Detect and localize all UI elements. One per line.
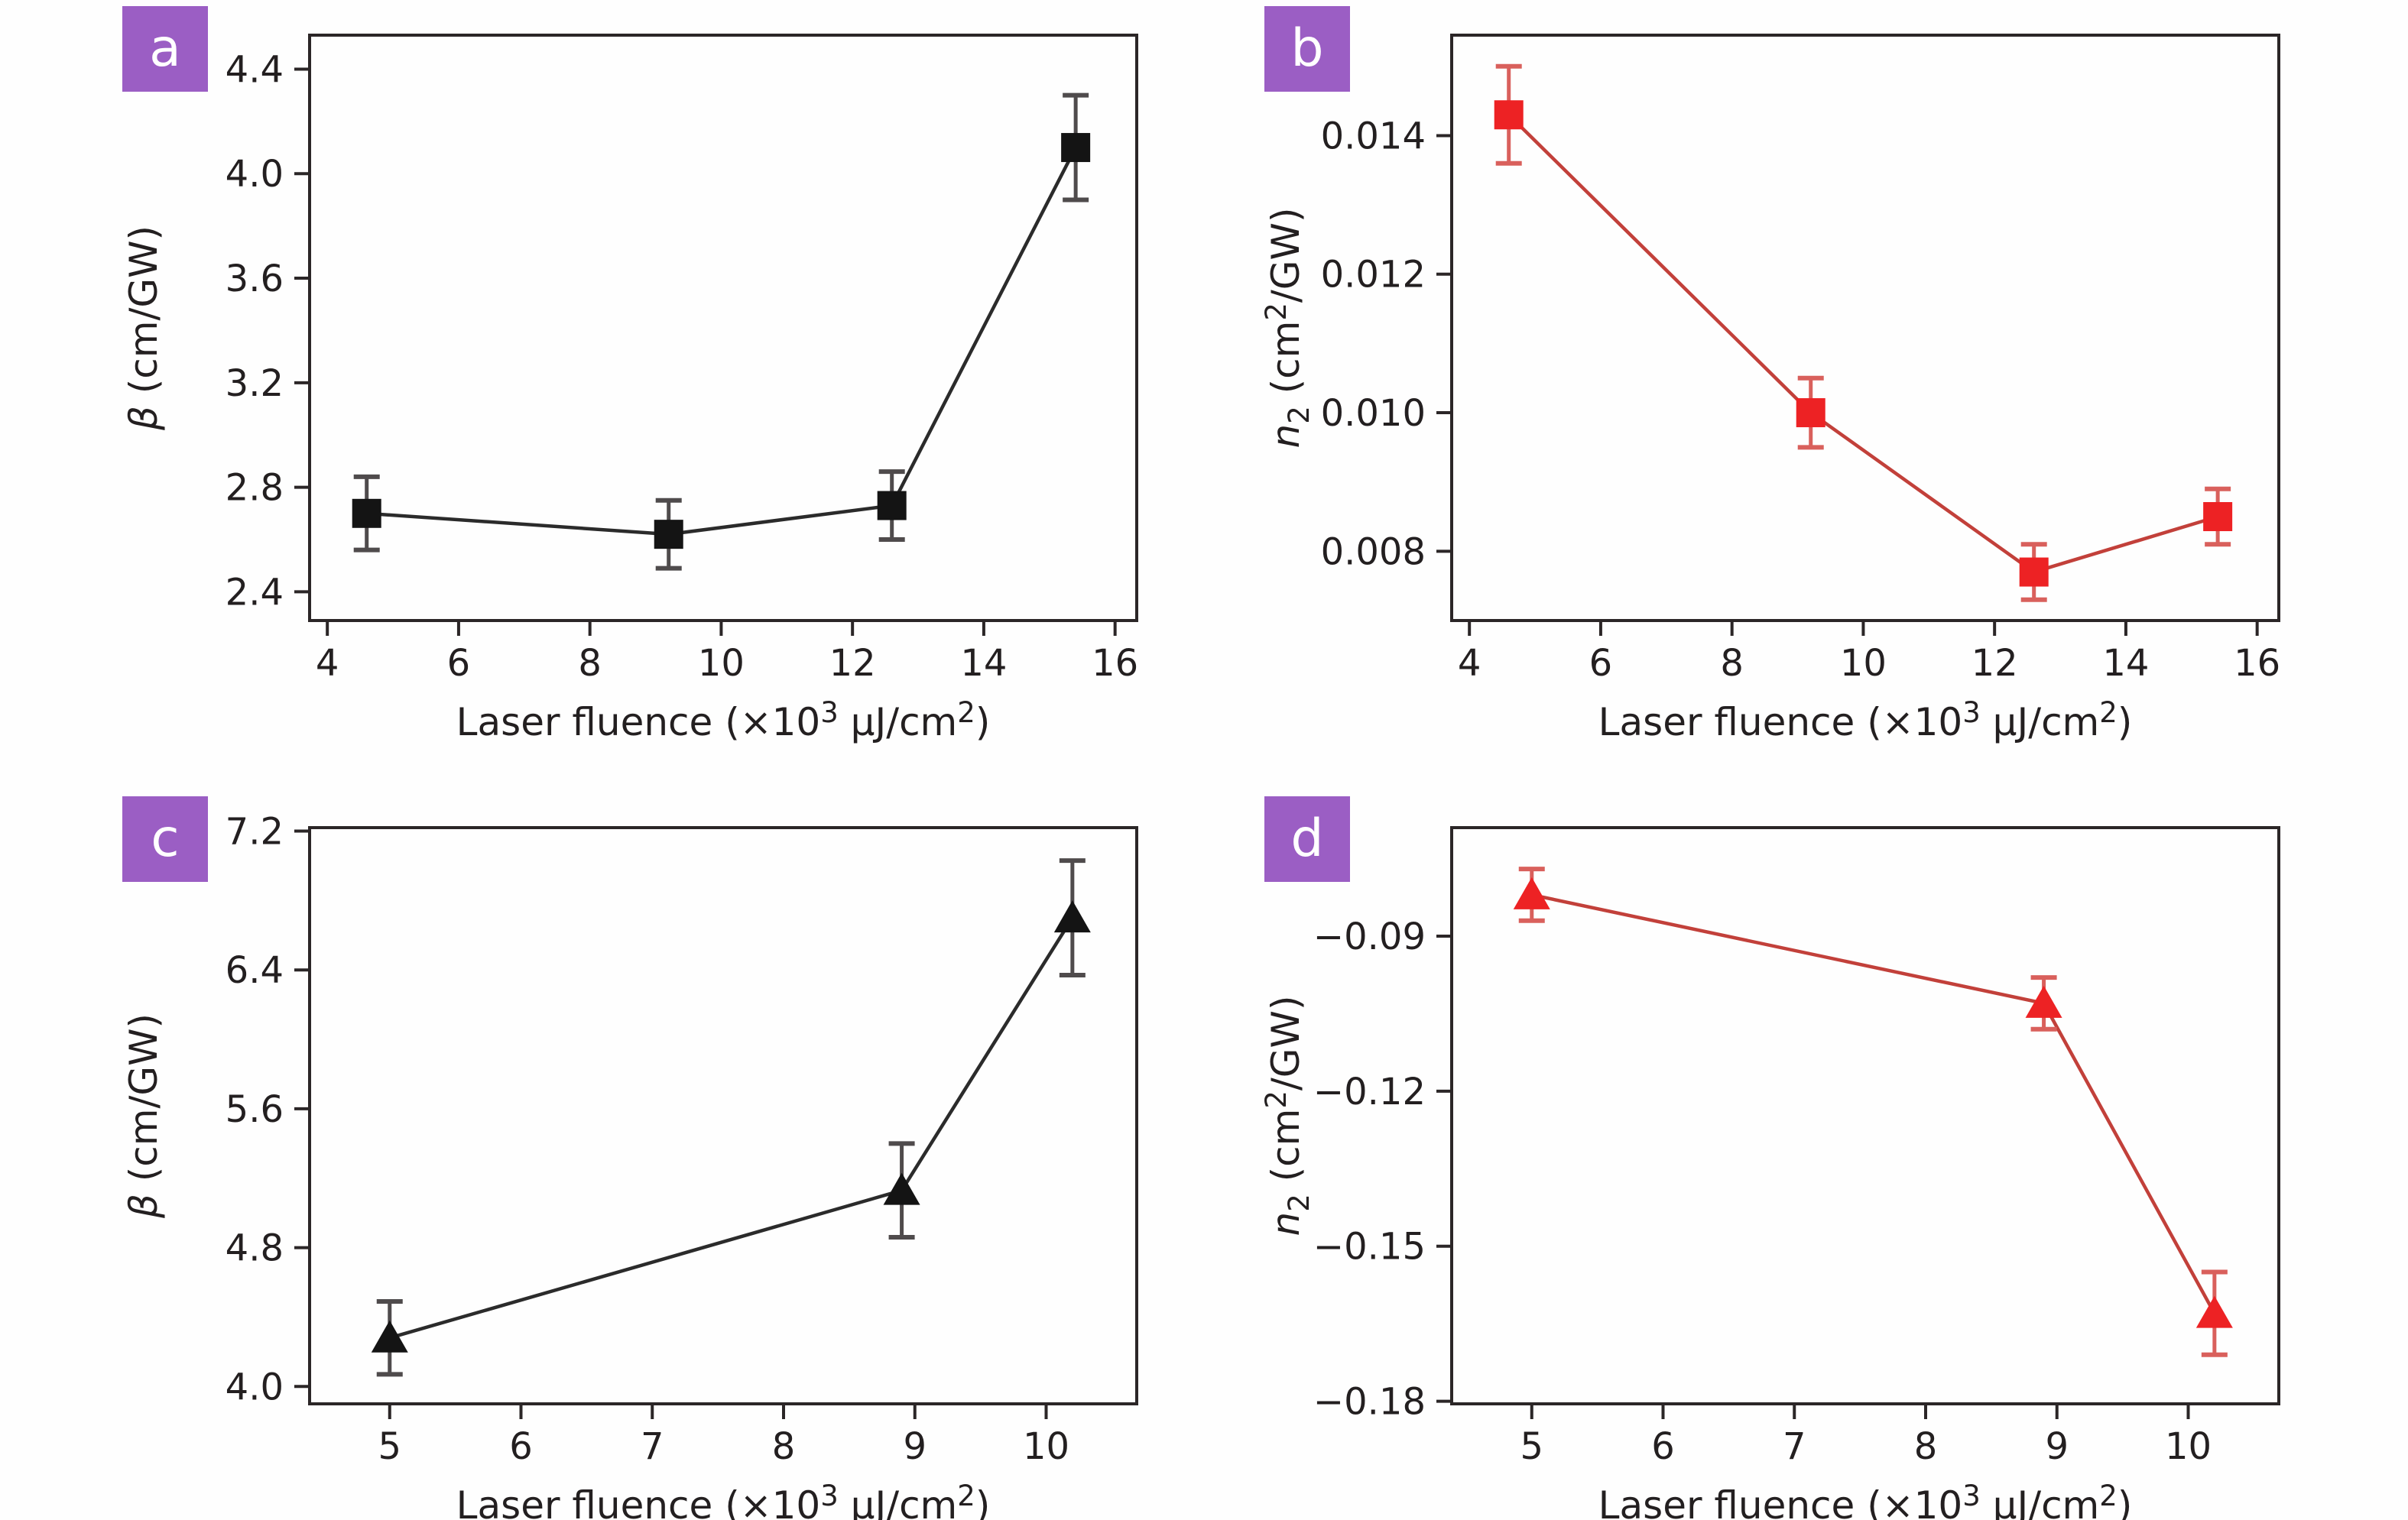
panel-label-c: c bbox=[122, 796, 208, 882]
svg-text:7.2: 7.2 bbox=[226, 811, 284, 854]
svg-text:6: 6 bbox=[1589, 642, 1613, 685]
svg-text:n2 (cm2/GW): n2 (cm2/GW) bbox=[1260, 996, 1316, 1236]
svg-text:10: 10 bbox=[2165, 1425, 2212, 1468]
svg-text:2.4: 2.4 bbox=[226, 571, 284, 614]
svg-text:5: 5 bbox=[378, 1425, 401, 1468]
svg-text:14: 14 bbox=[2102, 642, 2149, 685]
chart-panel-a: 4 6 8 10 12 14 16 2.4 2.8 3.2 3.6 4.0 4.4 Laser fluen… bbox=[122, 34, 1138, 744]
svg-text:5: 5 bbox=[1520, 1425, 1543, 1468]
svg-text:16: 16 bbox=[2234, 642, 2280, 685]
panel-label-d: d bbox=[1264, 796, 1350, 882]
svg-text:6.4: 6.4 bbox=[226, 949, 284, 992]
svg-text:10: 10 bbox=[698, 642, 745, 685]
chart-panel-b: 4 6 8 10 12 14 16 0.008 0.010 0.012 0.014 Laser flu… bbox=[1260, 34, 2280, 744]
svg-text:12: 12 bbox=[1972, 642, 2018, 685]
chart-panel-d: 5 6 7 8 9 10 −0.09 −0.12 −0.15 −0.18 Laser fluence… bbox=[1260, 826, 2280, 1520]
svg-text:0.010: 0.010 bbox=[1321, 392, 1426, 435]
svg-text:6: 6 bbox=[509, 1425, 533, 1468]
svg-text:Laser fluence (×103 μJ/cm2): Laser fluence (×103 μJ/cm2) bbox=[456, 696, 991, 744]
svg-text:7: 7 bbox=[641, 1425, 664, 1468]
svg-text:8: 8 bbox=[1720, 642, 1744, 685]
svg-text:14: 14 bbox=[960, 642, 1007, 685]
panel-label-b: b bbox=[1264, 6, 1350, 92]
svg-text:9: 9 bbox=[2045, 1425, 2069, 1468]
svg-text:−0.09: −0.09 bbox=[1313, 916, 1426, 958]
svg-text:4: 4 bbox=[1458, 642, 1481, 685]
svg-text:n2 (cm2/GW): n2 (cm2/GW) bbox=[1260, 208, 1316, 449]
svg-text:9: 9 bbox=[903, 1425, 927, 1468]
svg-text:4.8: 4.8 bbox=[226, 1227, 284, 1270]
svg-text:2.8: 2.8 bbox=[226, 467, 284, 510]
svg-text:5.6: 5.6 bbox=[226, 1088, 284, 1131]
svg-text:0.012: 0.012 bbox=[1321, 254, 1426, 297]
svg-text:Laser fluence (×103 μJ/cm2): Laser fluence (×103 μJ/cm2) bbox=[1598, 1479, 2133, 1520]
svg-text:−0.18: −0.18 bbox=[1313, 1381, 1426, 1424]
svg-text:8: 8 bbox=[1914, 1425, 1938, 1468]
svg-text:4.4: 4.4 bbox=[226, 48, 284, 91]
svg-text:−0.15: −0.15 bbox=[1313, 1226, 1426, 1269]
svg-text:3.2: 3.2 bbox=[226, 362, 284, 405]
svg-text:Laser fluence (×103 μJ/cm2): Laser fluence (×103 μJ/cm2) bbox=[1598, 696, 2133, 744]
svg-text:0.014: 0.014 bbox=[1321, 115, 1426, 157]
svg-text:4: 4 bbox=[316, 642, 339, 685]
svg-text:7: 7 bbox=[1783, 1425, 1806, 1468]
svg-text:10: 10 bbox=[1023, 1425, 1069, 1468]
svg-text:8: 8 bbox=[578, 642, 602, 685]
svg-text:0.008: 0.008 bbox=[1321, 530, 1426, 573]
svg-text:3.6: 3.6 bbox=[226, 258, 284, 300]
svg-text:Laser fluence (×103 μJ/cm2): Laser fluence (×103 μJ/cm2) bbox=[456, 1479, 991, 1520]
svg-text:−0.12: −0.12 bbox=[1313, 1071, 1426, 1113]
svg-text:β (cm/GW): β (cm/GW) bbox=[122, 1013, 166, 1219]
svg-text:β (cm/GW): β (cm/GW) bbox=[122, 225, 166, 431]
svg-text:8: 8 bbox=[772, 1425, 796, 1468]
svg-text:12: 12 bbox=[829, 642, 876, 685]
svg-text:10: 10 bbox=[1840, 642, 1887, 685]
svg-text:6: 6 bbox=[447, 642, 471, 685]
svg-text:4.0: 4.0 bbox=[226, 153, 284, 196]
chart-panel-c: 5 6 7 8 9 10 4.0 4.8 5.6 6.4 7.2 Laser fluence (×10… bbox=[122, 811, 1138, 1520]
svg-text:6: 6 bbox=[1651, 1425, 1675, 1468]
panel-label-a: a bbox=[122, 6, 208, 92]
svg-text:16: 16 bbox=[1092, 642, 1138, 685]
svg-text:4.0: 4.0 bbox=[226, 1366, 284, 1408]
